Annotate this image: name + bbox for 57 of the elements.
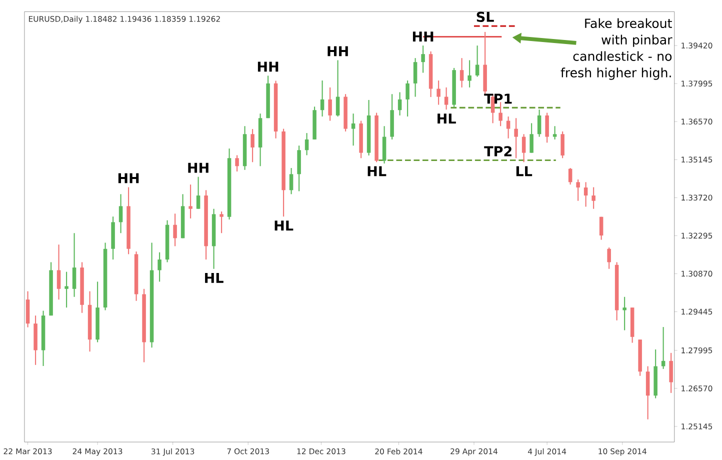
candlestick (118, 193, 123, 234)
candlestick (545, 112, 549, 143)
annotation: HH (412, 31, 434, 42)
candlestick (220, 210, 224, 234)
candlestick (607, 246, 611, 270)
candlestick (250, 128, 254, 162)
annotation: HH (118, 173, 139, 183)
candlestick (475, 44, 480, 78)
candlestick (304, 132, 309, 156)
candlestick (196, 176, 200, 210)
candlestick (398, 91, 402, 116)
candlestick (64, 271, 68, 308)
candlestick (622, 296, 626, 331)
candlestick (173, 212, 177, 246)
candlestick (460, 57, 464, 88)
candlestick (289, 167, 294, 194)
candlestick (188, 184, 192, 219)
candlestick (552, 125, 557, 140)
candlestick (328, 86, 332, 122)
candlestick (406, 80, 410, 117)
candlestick (537, 108, 542, 138)
candlestick (56, 244, 61, 300)
annotation: HH (258, 61, 278, 72)
annotation: TP1 (484, 94, 512, 104)
annotation: HL (438, 113, 456, 124)
candlestick (584, 181, 588, 207)
candlestick (592, 186, 596, 210)
candlestick (320, 80, 324, 117)
candlestick (506, 116, 510, 139)
candlestick (158, 252, 162, 282)
candlestick (669, 352, 673, 394)
annotation: LL (516, 166, 532, 176)
candlestick (599, 216, 604, 240)
candlestick (421, 44, 425, 74)
candlestick (336, 59, 340, 117)
annotation: HL (368, 166, 386, 176)
candlestick (661, 326, 666, 370)
candlestick (444, 86, 448, 110)
annotation: HH (188, 162, 208, 172)
annotation: HH (328, 46, 348, 56)
annotation: Fake breakout with pinbar candlestick - no fresh higher high. (560, 18, 672, 80)
candlestick (560, 130, 564, 158)
candlestick (413, 57, 418, 98)
candlestick (351, 112, 356, 146)
candlestick (468, 59, 472, 88)
candlestick (530, 122, 534, 154)
candlestick (235, 154, 239, 172)
candlestick (514, 117, 518, 158)
annotation: TP2 (484, 146, 512, 156)
annotation: SL (476, 11, 494, 22)
candlestick (72, 232, 76, 298)
candlestick (436, 80, 440, 106)
annotation: HL (274, 220, 294, 230)
candlestick (522, 133, 526, 162)
candlestick (568, 167, 572, 185)
annotation: HL (205, 272, 224, 283)
candlestick (576, 178, 580, 202)
